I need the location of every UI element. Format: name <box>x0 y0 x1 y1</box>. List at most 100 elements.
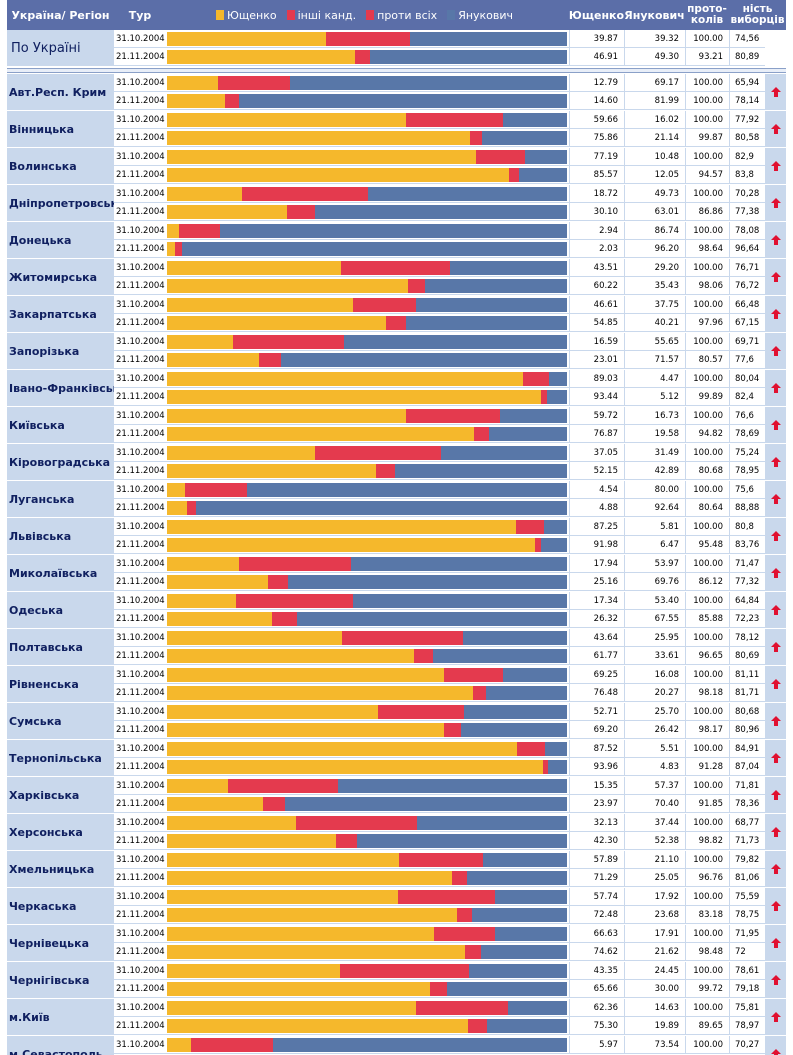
value-yan: 16.73 <box>624 407 685 425</box>
value-protocols: 97.96 <box>685 314 729 332</box>
value-yan: 86.74 <box>624 222 685 240</box>
stacked-bar <box>167 1038 567 1052</box>
stacked-bar <box>167 631 567 645</box>
stacked-bar <box>167 1019 567 1033</box>
bar-cell <box>166 980 569 998</box>
value-protocols: 98.82 <box>685 832 729 850</box>
bar-segment-yan <box>461 723 567 737</box>
details-link[interactable] <box>765 444 786 481</box>
details-link[interactable] <box>765 925 786 962</box>
red-arrow-icon[interactable] <box>770 675 782 694</box>
stacked-bar <box>167 242 567 256</box>
red-arrow-icon[interactable] <box>770 786 782 805</box>
details-link[interactable] <box>765 888 786 925</box>
value-turnout: 77,32 <box>729 573 765 591</box>
details-link[interactable] <box>765 481 786 518</box>
tour-date: 31.10.2004 <box>114 333 166 351</box>
details-link[interactable] <box>765 148 786 185</box>
details-link[interactable] <box>765 518 786 555</box>
details-link[interactable] <box>765 259 786 296</box>
details-link[interactable] <box>765 111 786 148</box>
details-link[interactable] <box>765 666 786 703</box>
red-arrow-icon[interactable] <box>770 194 782 213</box>
red-arrow-icon[interactable] <box>770 897 782 916</box>
stacked-bar <box>167 298 567 312</box>
region-name: Черкаська <box>7 888 114 925</box>
details-link[interactable] <box>765 851 786 888</box>
value-turnout: 66,48 <box>729 296 765 314</box>
stacked-bar <box>167 187 567 201</box>
region-row: Харківська 31.10.2004 15.35 57.37 100.00 71,8… <box>0 777 793 814</box>
tour-date: 31.10.2004 <box>114 777 166 795</box>
details-link[interactable] <box>765 962 786 999</box>
value-yush: 5.97 <box>569 1036 624 1054</box>
value-protocols: 96.65 <box>685 647 729 665</box>
red-arrow-icon[interactable] <box>770 1008 782 1027</box>
red-arrow-icon[interactable] <box>770 1045 782 1055</box>
details-link[interactable] <box>765 814 786 851</box>
value-yush: 87.25 <box>569 518 624 536</box>
red-arrow-icon[interactable] <box>770 638 782 657</box>
red-arrow-icon[interactable] <box>770 120 782 139</box>
details-link[interactable] <box>765 629 786 666</box>
details-link[interactable] <box>765 740 786 777</box>
details-link[interactable] <box>765 999 786 1036</box>
bar-segment-other <box>429 982 447 996</box>
stacked-bar <box>167 464 567 478</box>
value-protocols: 100.00 <box>685 444 729 462</box>
red-arrow-icon[interactable] <box>770 860 782 879</box>
value-yush: 42.30 <box>569 832 624 850</box>
red-arrow-icon[interactable] <box>770 749 782 768</box>
legend-label: інші канд. <box>297 8 357 22</box>
tour-date: 31.10.2004 <box>114 629 166 647</box>
region-name: Тернопільська <box>7 740 114 777</box>
bar-segment-yan <box>463 631 567 645</box>
red-arrow-icon[interactable] <box>770 231 782 250</box>
red-arrow-icon[interactable] <box>770 527 782 546</box>
red-arrow-icon[interactable] <box>770 268 782 287</box>
details-link[interactable] <box>765 407 786 444</box>
red-arrow-icon[interactable] <box>770 971 782 990</box>
details-link[interactable] <box>765 185 786 222</box>
details-link[interactable] <box>765 777 786 814</box>
value-turnout: 75,24 <box>729 444 765 462</box>
red-arrow-icon[interactable] <box>770 416 782 435</box>
red-arrow-icon[interactable] <box>770 564 782 583</box>
bar-segment-yan <box>450 261 567 275</box>
red-arrow-icon[interactable] <box>770 305 782 324</box>
red-arrow-icon[interactable] <box>770 601 782 620</box>
details-link[interactable] <box>765 296 786 333</box>
red-arrow-icon[interactable] <box>770 823 782 842</box>
red-arrow-icon[interactable] <box>770 157 782 176</box>
value-yan: 14.63 <box>624 999 685 1017</box>
details-link[interactable] <box>765 333 786 370</box>
red-arrow-icon[interactable] <box>770 342 782 361</box>
red-arrow-icon[interactable] <box>770 712 782 731</box>
bar-cell <box>166 203 569 221</box>
red-arrow-icon[interactable] <box>770 934 782 953</box>
header-col-yan-label: Янукович <box>624 8 685 22</box>
red-arrow-icon[interactable] <box>770 490 782 509</box>
details-link[interactable] <box>765 74 786 111</box>
value-protocols: 100.00 <box>685 962 729 980</box>
value-yan: 21.62 <box>624 943 685 961</box>
bar-segment-yan <box>357 834 567 848</box>
value-yan: 53.97 <box>624 555 685 573</box>
bar-cell <box>166 518 569 536</box>
red-arrow-icon[interactable] <box>770 453 782 472</box>
bar-cell <box>166 277 569 295</box>
bar-segment-other <box>262 797 286 811</box>
value-turnout: 81,06 <box>729 869 765 887</box>
red-arrow-icon[interactable] <box>770 83 782 102</box>
red-arrow-icon[interactable] <box>770 379 782 398</box>
bar-segment-yush <box>167 705 378 719</box>
details-link[interactable] <box>765 1036 786 1055</box>
bar-segment-yan <box>543 520 567 534</box>
details-link[interactable] <box>765 222 786 259</box>
details-link[interactable] <box>765 370 786 407</box>
tour-date: 31.10.2004 <box>114 222 166 240</box>
details-link[interactable] <box>765 703 786 740</box>
details-link[interactable] <box>765 555 786 592</box>
details-link[interactable] <box>765 592 786 629</box>
bar-segment-other <box>259 353 281 367</box>
